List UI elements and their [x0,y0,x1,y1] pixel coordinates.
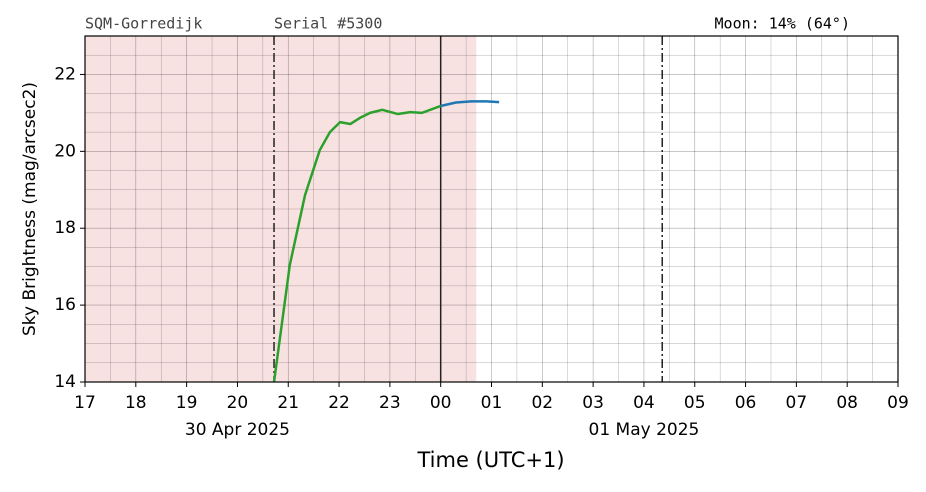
header-left: SQM-Gorredijk [85,15,202,33]
x-tick-label: 00 [430,393,452,413]
date-label: 30 Apr 2025 [185,420,290,440]
x-tick-label: 20 [227,393,249,413]
y-tick-label: 14 [54,372,76,392]
y-axis-label: Sky Brightness (mag/arcsec2) [20,82,40,336]
y-tick-label: 22 [54,64,76,84]
x-tick-label: 09 [887,393,909,413]
x-tick-label: 04 [633,393,655,413]
x-tick-label: 18 [125,393,147,413]
x-tick-label: 03 [582,393,604,413]
y-tick-label: 18 [54,218,76,238]
x-tick-label: 17 [74,393,96,413]
x-tick-label: 07 [786,393,808,413]
y-tick-label: 16 [54,295,76,315]
x-tick-label: 21 [277,393,299,413]
x-tick-label: 06 [735,393,757,413]
x-tick-label: 08 [836,393,858,413]
plot-frame [84,35,899,383]
header-mid: Serial #5300 [274,15,382,33]
x-tick-label: 01 [481,393,503,413]
x-tick-label: 22 [328,393,350,413]
data-line [272,104,442,383]
x-tick-label: 05 [684,393,706,413]
x-tick-label: 02 [531,393,553,413]
header-right: Moon: 14% (64°) [715,15,850,33]
data-line [440,100,500,108]
date-label: 01 May 2025 [589,420,700,440]
x-tick-label: 23 [379,393,401,413]
x-tick-label: 19 [176,393,198,413]
y-tick-label: 20 [54,141,76,161]
x-axis-label: Time (UTC+1) [416,448,564,472]
